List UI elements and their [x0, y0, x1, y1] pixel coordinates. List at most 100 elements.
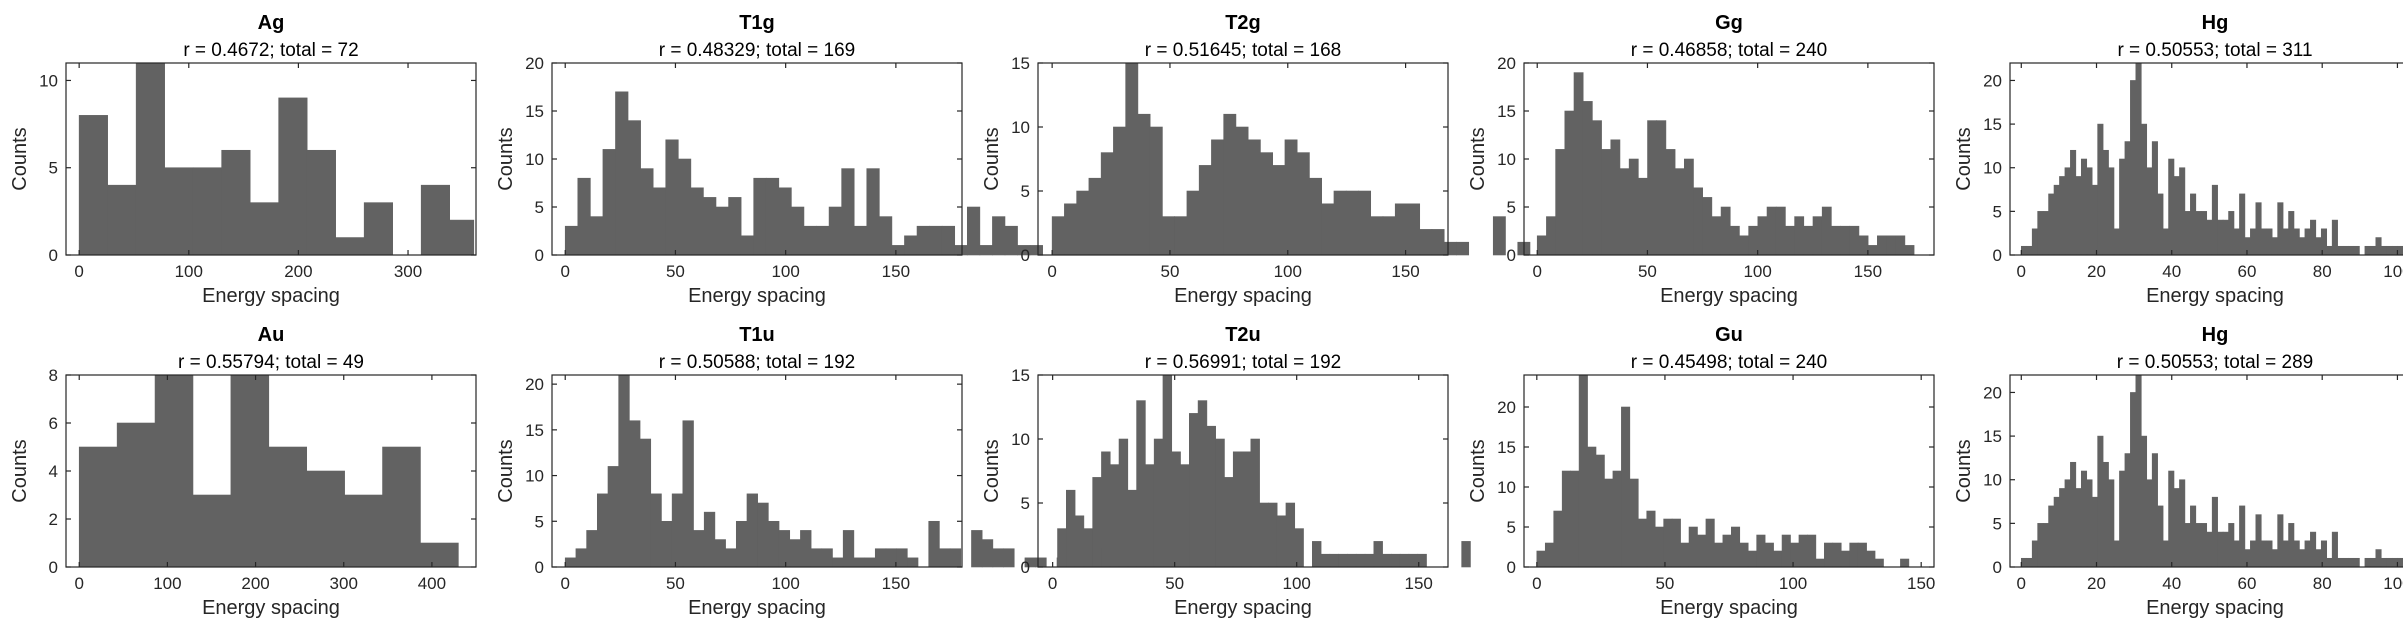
histogram-bar — [2064, 479, 2071, 568]
histogram-bar — [2130, 392, 2137, 568]
chart-subtitle: r = 0.4672; total = 72 — [183, 40, 358, 61]
histogram-bar — [1145, 464, 1155, 568]
histogram-bar — [164, 167, 194, 256]
histogram-bar — [639, 438, 652, 568]
histogram-bar — [1877, 235, 1887, 256]
histogram-bar — [1333, 190, 1347, 256]
histogram-bar — [1688, 526, 1698, 568]
histogram-bar — [2222, 531, 2229, 568]
x-tick-label: 100 — [771, 574, 799, 593]
y-tick-label: 0 — [1993, 558, 2002, 577]
histogram-bar — [757, 502, 769, 568]
histogram-bar — [1867, 245, 1878, 256]
histogram-bar — [874, 548, 887, 568]
histogram-bar — [714, 539, 726, 568]
histogram-bar — [2397, 245, 2403, 256]
histogram-bar — [1570, 470, 1580, 568]
histogram-bar — [577, 177, 591, 256]
x-tick-label: 50 — [666, 574, 685, 593]
histogram-bar — [2157, 505, 2164, 568]
histogram-bar — [2299, 549, 2306, 568]
axes-box — [551, 374, 963, 568]
histogram-bar — [1637, 518, 1648, 568]
histogram-bar — [682, 420, 694, 568]
y-tick-label: 0 — [49, 558, 58, 577]
histogram-bar — [1492, 216, 1506, 256]
histogram-bar — [2293, 540, 2300, 568]
histogram-bar — [1101, 451, 1111, 568]
histogram-bar — [725, 548, 737, 568]
y-tick-label: 15 — [1983, 115, 2002, 134]
histogram-bar — [2364, 245, 2371, 256]
histogram-bar — [2299, 237, 2306, 256]
histogram-bar — [1345, 190, 1359, 256]
histogram-bar — [1766, 206, 1777, 256]
histogram-bar — [1136, 400, 1146, 568]
histogram-bar — [665, 139, 679, 256]
histogram-bar — [2277, 202, 2284, 256]
y-tick-label: 8 — [49, 366, 58, 385]
histogram-bar — [1619, 168, 1630, 256]
histogram-bar — [2282, 540, 2289, 568]
chart-panel-6: Au r = 0.55794; total = 49 0 100 200 300 400 0 2… — [9, 324, 477, 619]
histogram-bar — [1419, 229, 1433, 256]
histogram-bar — [2059, 488, 2066, 568]
histogram-bar — [1610, 139, 1621, 256]
histogram-bar — [2157, 193, 2164, 256]
y-tick-label: 10 — [1497, 478, 1516, 497]
histogram-bar — [1587, 446, 1597, 568]
histogram-bar — [586, 530, 598, 568]
y-tick-label: 0 — [1021, 558, 1030, 577]
x-tick-label: 200 — [241, 574, 269, 593]
x-tick-label: 300 — [330, 574, 358, 593]
histogram-bar — [2342, 557, 2349, 568]
histogram-bar — [2097, 435, 2104, 568]
histogram-bar — [2091, 496, 2098, 568]
y-tick-label: 5 — [1021, 182, 1030, 201]
histogram-bar — [2124, 141, 2131, 256]
y-tick-label: 5 — [1021, 494, 1030, 513]
histogram-bar — [2228, 211, 2235, 256]
histogram-bar — [1284, 139, 1298, 256]
histogram-bar — [1355, 553, 1366, 568]
histogram-bar — [928, 520, 940, 568]
histogram-bar — [1461, 541, 1471, 568]
histogram-bar — [916, 225, 930, 256]
y-tick-label: 0 — [49, 246, 58, 265]
histogram-bar — [1601, 149, 1612, 256]
histogram-bar — [306, 149, 336, 256]
histogram-bar — [1186, 190, 1200, 256]
histogram-bar — [1747, 550, 1757, 568]
histogram-bar — [2091, 184, 2098, 256]
histogram-bar — [1722, 534, 1732, 568]
histogram-bar — [1544, 542, 1555, 568]
x-tick-label: 0 — [560, 574, 569, 593]
chart-panel-4: Gg r = 0.46858; total = 240 0 50 100 150 0 5 10 1… — [1467, 12, 1935, 307]
histogram-bar — [2304, 228, 2311, 256]
y-tick-label: 20 — [525, 375, 544, 394]
histogram-bar — [971, 530, 983, 568]
histogram-bar — [2113, 228, 2120, 256]
histogram-bar — [1118, 438, 1129, 568]
histogram-bar — [1595, 454, 1605, 568]
histogram-bar — [1285, 502, 1296, 568]
histogram-bar — [1127, 489, 1137, 568]
histogram-bar — [939, 548, 951, 568]
chart-subtitle: r = 0.48329; total = 169 — [659, 40, 856, 61]
x-tick-label: 50 — [1638, 262, 1657, 281]
histogram-bar — [2271, 237, 2278, 256]
x-tick-label: 0 — [1532, 262, 1541, 281]
histogram-bar — [1241, 451, 1252, 568]
histogram-bar — [1638, 177, 1648, 256]
histogram-bar — [981, 539, 994, 568]
histogram-bar — [420, 184, 450, 256]
histogram-bar — [1812, 216, 1823, 256]
histogram-bar — [1858, 235, 1869, 256]
histogram-bar — [1665, 149, 1676, 256]
histogram-bar — [1189, 413, 1199, 568]
y-tick-label: 20 — [525, 54, 544, 73]
histogram-bar — [192, 167, 222, 256]
chart-title: T2g — [1225, 12, 1261, 34]
y-tick-label: 0 — [1507, 246, 1516, 265]
y-tick-label: 10 — [1011, 430, 1030, 449]
